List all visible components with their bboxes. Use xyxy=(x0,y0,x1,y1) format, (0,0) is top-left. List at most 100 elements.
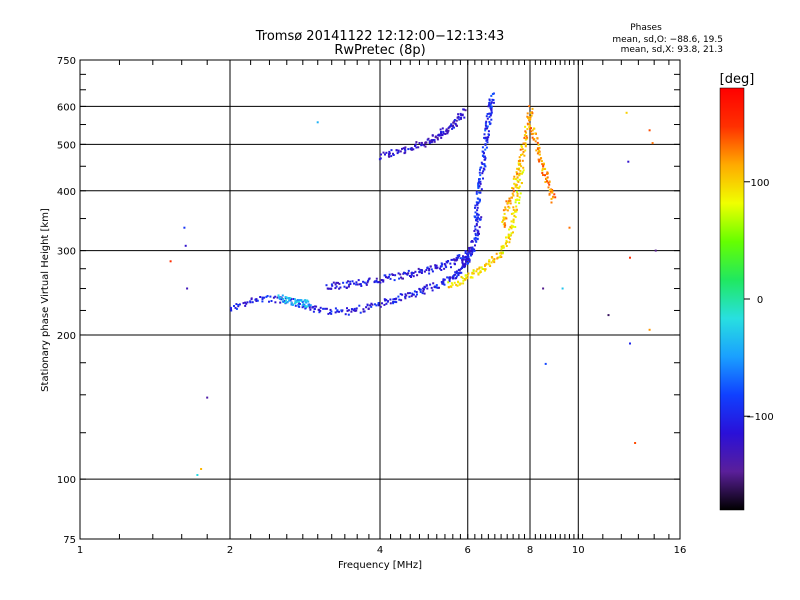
scatter-point xyxy=(510,227,513,230)
y-tick-labels: 75 100 200 300 400 500 600 750 xyxy=(57,56,76,546)
scatter-point xyxy=(359,283,362,286)
scatter-point xyxy=(625,111,628,114)
scatter-point xyxy=(440,132,442,135)
scatter-point xyxy=(490,118,493,121)
scatter-point xyxy=(518,178,521,181)
scatter-point xyxy=(426,287,429,290)
scatter-point xyxy=(312,305,315,308)
scatter-point xyxy=(466,252,469,255)
scatter-point xyxy=(531,107,534,110)
scatter-point xyxy=(504,224,507,227)
scatter-point xyxy=(546,171,549,174)
stats-heading: Phases xyxy=(630,23,662,33)
scatter-point xyxy=(336,310,339,313)
scatter-point xyxy=(521,159,524,162)
scatter-point xyxy=(509,199,512,202)
scatter-point xyxy=(518,196,521,199)
scatter-point xyxy=(488,98,491,101)
scatter-point xyxy=(418,270,421,273)
scatter-point xyxy=(519,169,522,172)
scatter-point xyxy=(358,304,361,307)
scatter-point xyxy=(404,151,407,154)
scatter-point xyxy=(516,194,519,197)
scatter-point xyxy=(514,210,517,213)
scatter-point xyxy=(530,114,533,117)
scatter-point xyxy=(404,295,407,298)
scatter-point xyxy=(524,142,527,145)
scatter-point xyxy=(505,217,508,220)
scatter-point xyxy=(500,251,502,254)
scatter-point xyxy=(503,212,506,215)
scatter-point xyxy=(458,272,461,275)
scatter-point xyxy=(467,272,470,275)
scatter-point xyxy=(471,249,474,252)
x-axis-label: Frequency [MHz] xyxy=(338,560,422,571)
scatter-point xyxy=(448,280,451,283)
scatter-point xyxy=(288,298,291,301)
scatter-point xyxy=(464,250,467,253)
scatter-point xyxy=(515,205,518,208)
scatter-point xyxy=(431,140,434,143)
grid-lines xyxy=(80,60,680,539)
scatter-point xyxy=(527,123,530,126)
scatter-point xyxy=(538,149,541,152)
scatter-point xyxy=(510,224,513,227)
scatter-point xyxy=(414,270,417,273)
scatter-point xyxy=(502,223,505,226)
scatter-point xyxy=(365,283,368,286)
scatter-point xyxy=(476,220,479,223)
x-tick-label: 10 xyxy=(572,545,585,556)
scatter-point xyxy=(540,157,542,160)
scatter-point xyxy=(492,101,495,104)
scatter-point xyxy=(421,292,424,295)
chart-title: Tromsø 20141122 12:12:00−12:13:43 xyxy=(255,29,505,44)
scatter-point xyxy=(527,116,530,119)
scatter-point xyxy=(392,152,394,155)
scatter-point xyxy=(399,293,402,296)
scatter-point xyxy=(463,266,466,269)
scatter-point xyxy=(503,225,506,228)
scatter-point xyxy=(449,276,451,279)
scatter-point xyxy=(400,276,402,279)
scatter-point xyxy=(445,128,448,131)
scatter-point xyxy=(474,211,477,214)
scatter-point xyxy=(317,308,320,311)
scatter-point xyxy=(429,140,432,143)
scatter-point xyxy=(476,213,479,216)
scatter-point xyxy=(289,297,292,300)
scatter-point xyxy=(481,154,484,157)
scatter-point xyxy=(392,154,395,156)
scatter-point xyxy=(363,281,366,284)
scatter-point xyxy=(453,259,456,262)
scatter-point xyxy=(480,216,483,219)
scatter-point xyxy=(453,258,456,261)
scatter-point xyxy=(425,284,428,287)
scatter-point xyxy=(520,165,523,168)
scatter-point xyxy=(309,308,312,311)
scatter-point xyxy=(525,131,527,134)
scatter-point xyxy=(476,234,479,237)
scatter-point xyxy=(300,299,303,302)
scatter-point xyxy=(468,259,471,262)
scatter-point xyxy=(528,118,531,121)
scatter-point xyxy=(408,295,411,298)
scatter-point xyxy=(511,192,514,195)
scatter-point xyxy=(430,268,433,271)
scatter-point xyxy=(354,309,357,312)
scatter-point xyxy=(537,148,540,151)
scatter-point xyxy=(274,295,277,298)
scatter-point xyxy=(437,133,440,136)
scatter-point xyxy=(347,309,350,312)
scatter-point xyxy=(304,299,307,302)
scatter-point xyxy=(521,171,524,174)
scatter-point xyxy=(249,300,252,303)
scatter-point xyxy=(266,295,269,297)
scatter-point xyxy=(327,287,330,290)
scatter-point xyxy=(393,300,396,303)
scatter-point xyxy=(508,197,511,200)
scatter-point xyxy=(490,101,493,104)
scatter-point xyxy=(405,294,408,297)
scatter-point xyxy=(355,307,358,310)
scatter-point xyxy=(505,236,508,239)
scatter-point xyxy=(394,274,397,277)
